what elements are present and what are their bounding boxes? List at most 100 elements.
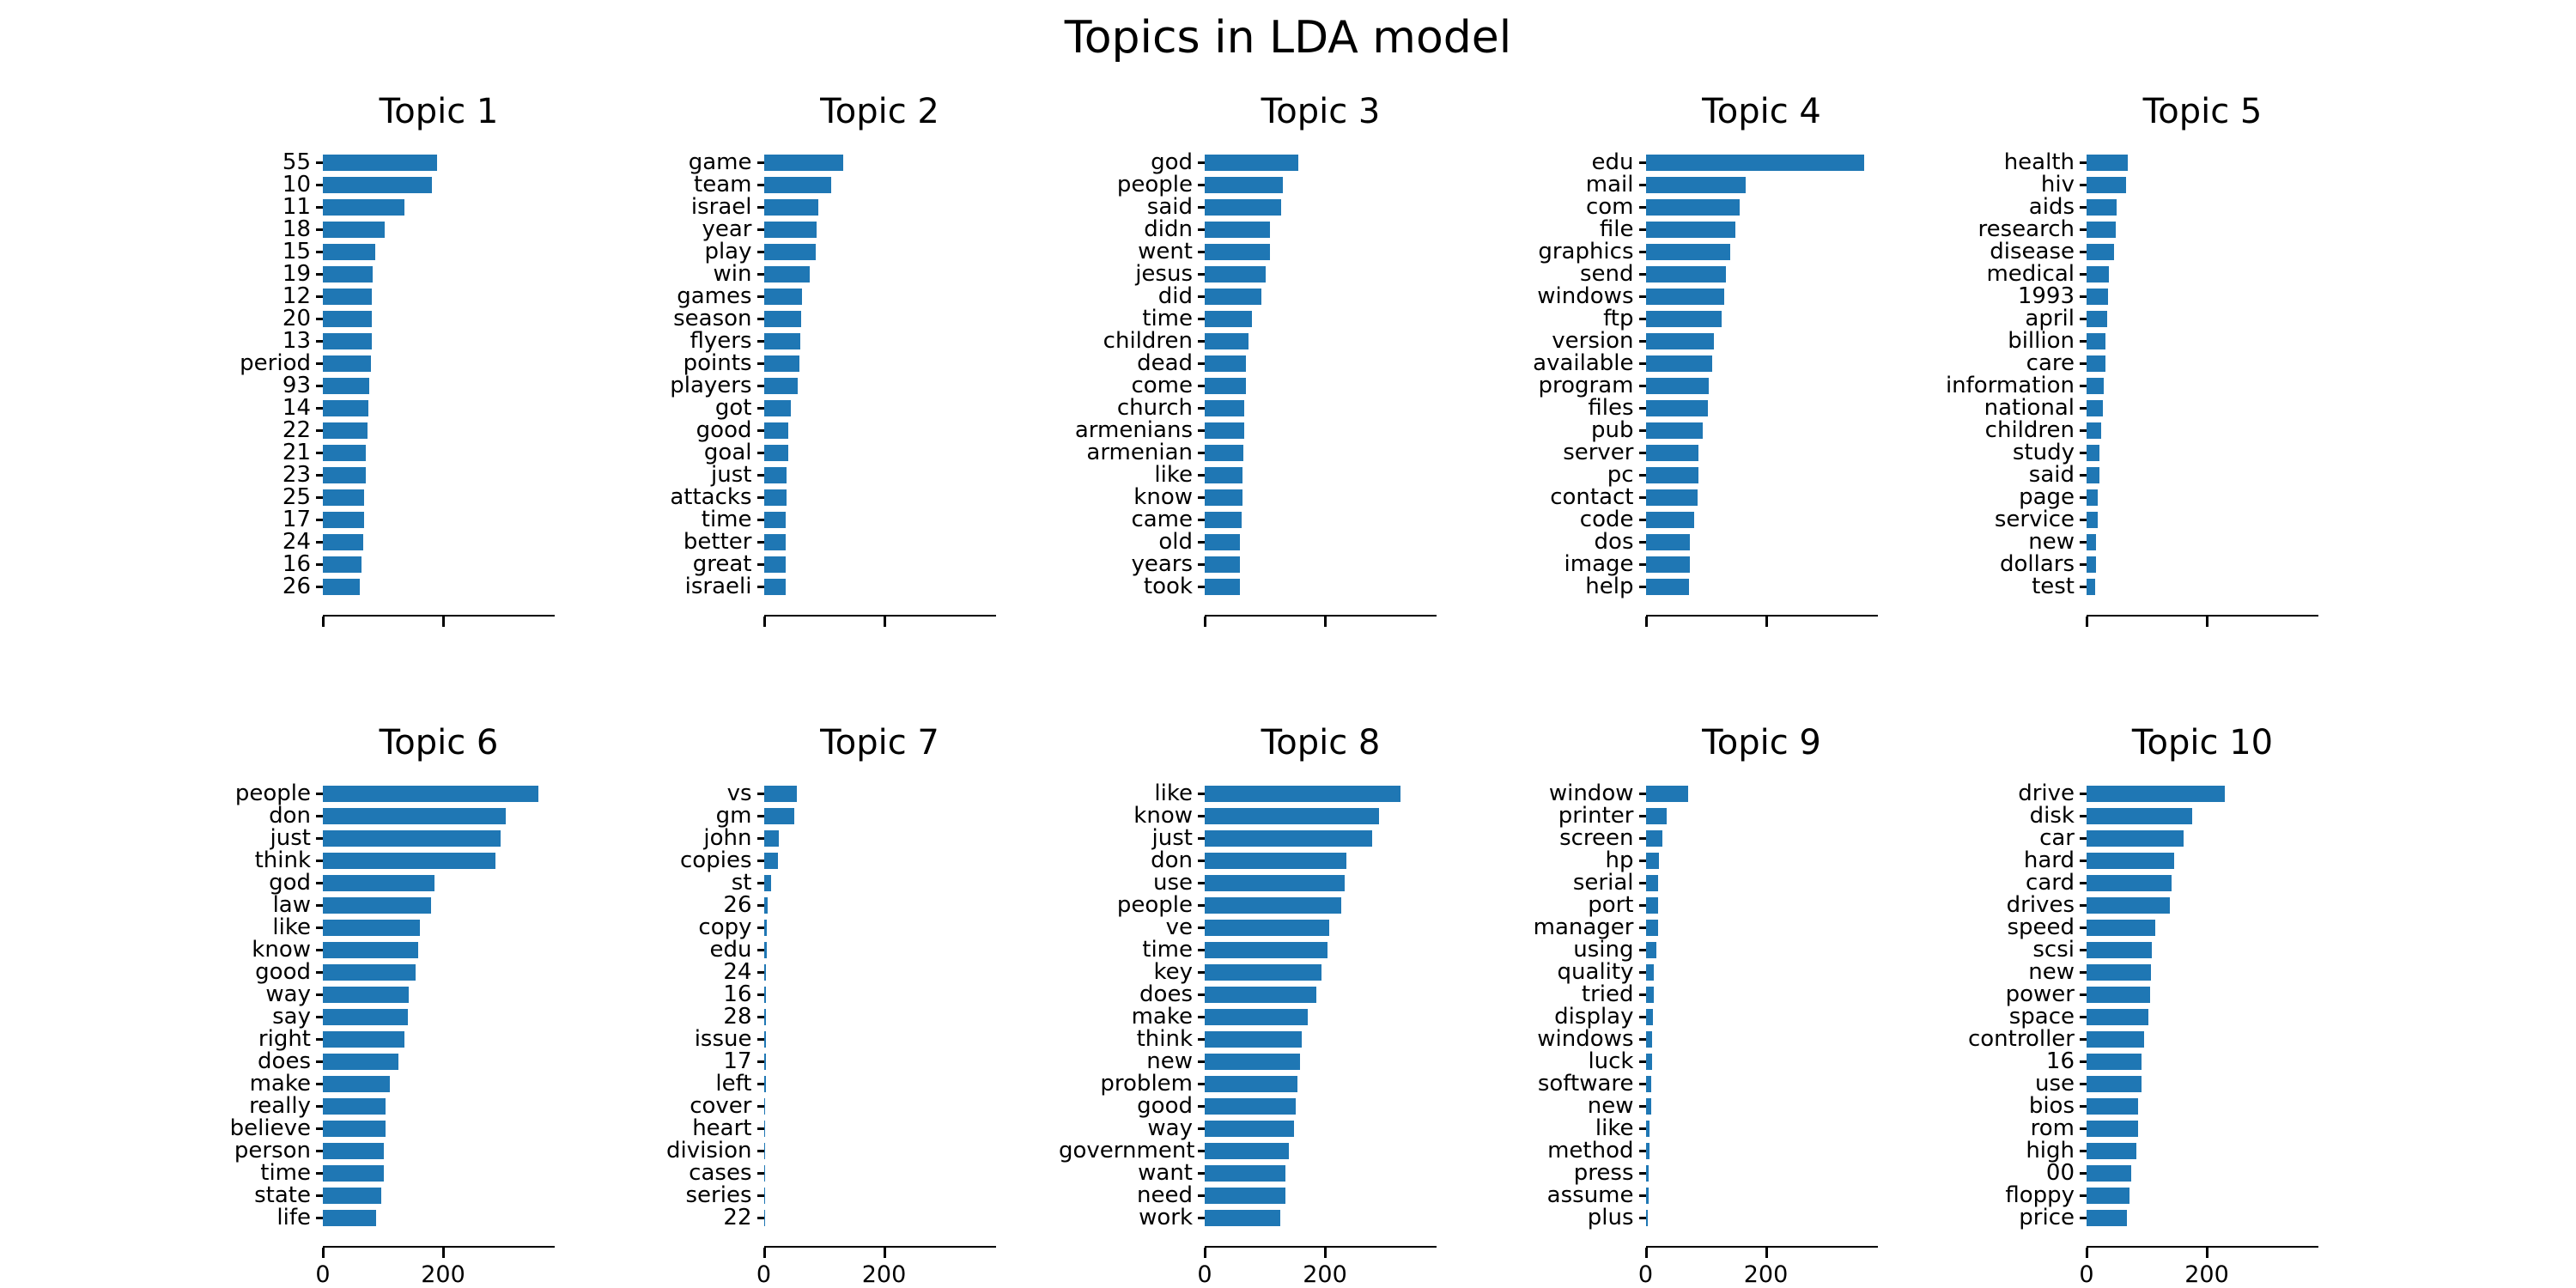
word-label: children [1103,328,1193,354]
subplot-topic-7: Topic 7 vs gm john copies st 26 copy edu 24 16 28 is… [618,717,1022,1288]
bar-row: 17 [177,508,580,531]
y-tick [2080,183,2087,186]
word-label: 18 [282,216,311,242]
bar [323,919,421,936]
bar [1645,852,1659,869]
bar [763,533,786,550]
bar [763,176,831,193]
bar [323,221,386,238]
y-tick [1638,792,1646,795]
bar-row: quality [1500,961,1904,983]
bars-area: 55 10 11 18 15 19 12 20 13 period 93 14 22 21 23 25 17 24… [177,151,580,598]
bar [1645,1187,1649,1204]
word-label: space [2008,1004,2075,1030]
y-tick [316,161,323,164]
word-label: hard [2023,848,2075,873]
y-tick [2080,859,2087,862]
bar-row: problem [1059,1072,1462,1095]
word-label: time [260,1160,311,1186]
word-label: great [692,551,752,577]
x-tick [442,1248,445,1258]
bar [1205,332,1249,349]
bar [1645,1209,1649,1226]
x-tick [1765,1248,1768,1258]
bar-row: 10 [177,173,580,196]
bar [323,288,373,305]
word-label: god [1151,149,1193,175]
y-tick [1198,903,1205,907]
word-label: help [1585,574,1634,599]
bar [2087,176,2127,193]
x-tick [762,617,766,627]
y-tick [316,1127,323,1130]
word-label: mail [1585,172,1634,197]
word-label: like [1595,1115,1634,1141]
y-tick [1638,948,1646,951]
bar-row: just [618,464,1022,486]
bar-row: car [1941,827,2344,849]
y-tick [756,1037,764,1041]
bar [1205,399,1245,416]
word-label: said [1146,194,1193,220]
bar [1205,265,1267,283]
bar-row: season [618,307,1022,330]
y-tick [1198,970,1205,974]
y-tick [1638,161,1646,164]
bar [1205,1008,1309,1025]
bar-row: cover [618,1095,1022,1117]
bar-row: left [618,1072,1022,1095]
bar-row: years [1059,553,1462,575]
bar-row: 18 [177,218,580,240]
bar [763,221,817,238]
bar-row: edu [618,939,1022,961]
y-tick [316,814,323,817]
bar-row: got [618,397,1022,419]
bar [1645,444,1699,461]
word-label: left [715,1071,752,1097]
bar-row: printer [1500,805,1904,827]
y-tick [1638,993,1646,996]
bar [1205,355,1246,372]
bar [2087,489,2098,506]
bar [323,1075,391,1092]
bar-row: goal [618,441,1022,464]
bar [763,852,778,869]
word-label: jesus [1135,261,1193,287]
bar [1645,265,1727,283]
word-label: aids [2028,194,2075,220]
bar-row: copy [618,916,1022,939]
y-tick [756,903,764,907]
word-label: vs [726,781,752,806]
word-label: serial [1572,870,1634,896]
bar-row: graphics [1500,240,1904,263]
bar-row: card [1941,872,2344,894]
bar-row: 20 [177,307,580,330]
y-tick [316,1149,323,1152]
bar [2087,785,2225,802]
bar [1645,1120,1649,1137]
y-tick [1198,1015,1205,1018]
bar [323,874,435,891]
word-label: printer [1558,803,1634,829]
y-tick [1198,1037,1205,1041]
y-tick [1198,585,1205,588]
bar-row: armenian [1059,441,1462,464]
bar [1645,963,1654,981]
y-tick [756,1082,764,1085]
word-label: windows [1537,283,1634,309]
bar [1205,1120,1295,1137]
bar-row: use [1059,872,1462,894]
bar [763,511,787,528]
y-tick [2080,361,2087,365]
bar [763,1053,766,1070]
word-label: did [1157,283,1193,309]
word-label: goal [703,440,752,465]
word-label: service [1994,507,2075,532]
bar [323,489,365,506]
word-label: send [1579,261,1634,287]
x-tick [1324,617,1327,627]
bar [1645,399,1708,416]
bar-row: make [177,1072,580,1095]
bar [1645,919,1659,936]
word-label: want [1138,1160,1193,1186]
